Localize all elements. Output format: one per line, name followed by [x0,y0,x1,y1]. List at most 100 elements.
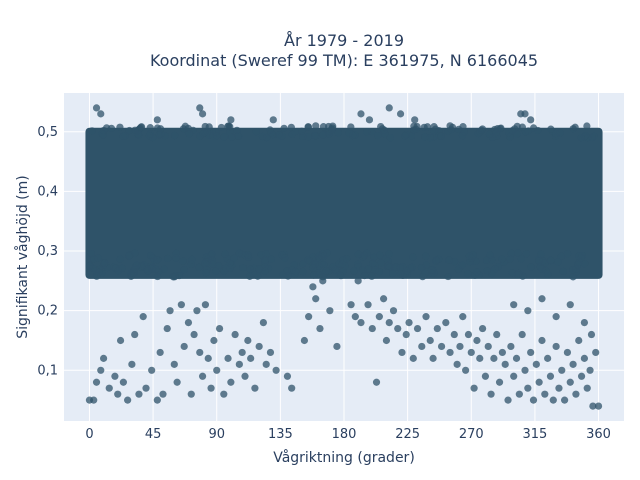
data-point [156,348,164,357]
chart-title: År 1979 - 2019 [284,31,404,50]
data-point [411,116,419,124]
data-points [85,104,603,410]
band-edge-point [382,254,390,263]
data-point [128,360,136,368]
band-edge-point [354,260,362,268]
data-point [398,348,406,357]
band-edge-point [578,251,586,260]
band-edge-point [119,132,127,140]
band-edge-point [534,126,542,135]
band-edge-point [377,122,385,131]
data-point [527,116,535,124]
data-point [97,366,105,374]
band-edge-point [319,131,327,139]
x-tick-label: 225 [395,427,420,442]
data-point [148,366,156,374]
data-point [255,342,263,351]
band-edge-point [280,124,288,132]
data-point [389,307,398,315]
x-tick-label: 45 [145,427,162,442]
data-point [262,360,270,368]
dense-band [85,122,603,281]
band-edge-point [518,123,526,131]
data-point [213,366,221,374]
y-tick-label: 0,3 [37,244,58,259]
band-edge-point [179,257,187,265]
band-edge-point [214,261,223,270]
band-edge-point [127,269,135,278]
band-edge-point [114,267,122,275]
band-edge-point [588,133,597,142]
data-point [459,313,467,321]
data-point [437,342,446,351]
band-edge-point [460,128,468,136]
data-point [215,324,224,333]
data-point [368,324,376,333]
data-point [92,104,101,112]
data-point [566,301,574,309]
band-edge-point [522,250,531,258]
x-tick-label: 360 [586,427,611,442]
data-point [544,354,552,362]
band-edge-point [419,273,427,281]
band-edge-point [445,256,453,264]
band-edge-point [131,126,139,134]
band-edge-point [347,123,355,131]
band-edge-point [386,134,394,142]
data-point [196,104,204,112]
data-point [552,313,560,321]
data-point [478,324,487,333]
band-edge-point [226,259,234,267]
band-edge-point [225,122,233,130]
data-point [173,378,181,386]
band-edge-point [583,122,591,130]
band-edge-point [172,254,180,262]
band-edge-point [267,129,275,137]
data-point [131,330,139,339]
data-point [97,110,105,118]
band-edge-point [320,252,328,260]
band-edge-point [188,255,196,264]
data-point [354,277,362,285]
band-edge-point [226,264,234,273]
band-edge-point [287,123,295,131]
data-point [142,384,150,392]
band-edge-point [319,123,328,131]
data-point [487,390,495,398]
data-point [396,110,405,118]
data-point [241,372,249,380]
band-edge-point [444,272,452,281]
band-edge-point [420,123,428,131]
data-point [510,372,518,380]
band-edge-point [482,256,491,264]
band-edge-point [155,131,164,139]
data-point [538,336,546,345]
data-point [462,366,470,374]
band-edge-point [371,266,379,274]
band-edge-point [88,127,96,135]
band-edge-point [181,122,189,130]
band-edge-point [496,124,504,133]
data-point [207,384,215,392]
data-point [577,372,586,380]
data-point [532,360,540,368]
data-point [204,354,212,362]
data-point [394,324,402,333]
data-point [575,336,583,345]
data-point [515,390,523,398]
data-point [476,354,484,362]
data-point [238,348,246,357]
y-tick-labels: 0,1 0,2 0,3 0,4 0,5 [37,125,58,379]
data-point [495,378,504,386]
band-edge-point [472,268,481,276]
band-edge-point [125,126,133,135]
band-edge-point [559,267,567,276]
band-edge-point [477,126,486,134]
data-point [259,319,267,327]
band-edge-point [230,254,238,262]
data-point [177,301,185,309]
band-edge-point [465,252,474,260]
band-edge-point [402,267,411,275]
data-point [524,384,532,392]
